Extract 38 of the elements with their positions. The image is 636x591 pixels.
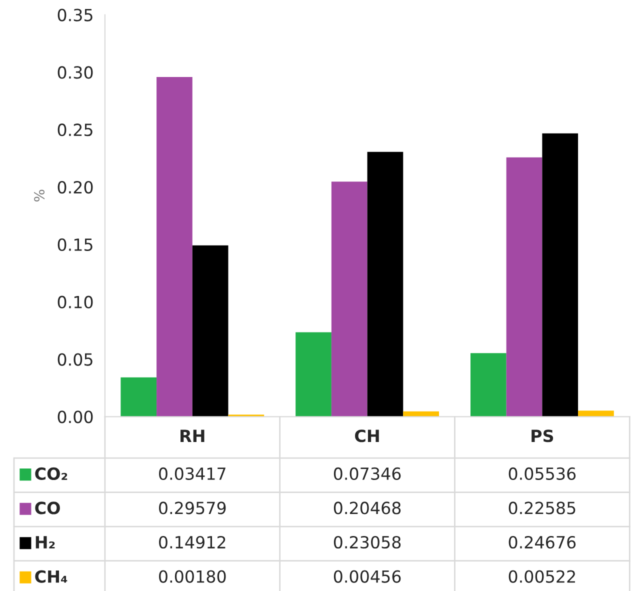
y-tick-label: 0.00	[58, 410, 93, 424]
data-label: 0.29579	[159, 502, 226, 514]
data-label: 0.14912	[159, 536, 226, 549]
x-tick-label: CH	[355, 430, 379, 442]
data-label: 0.23058	[334, 536, 401, 549]
data-label: 0.05536	[508, 467, 576, 480]
y-axis-title: %	[34, 190, 45, 202]
bar	[120, 377, 157, 417]
y-tick-label: 0.05	[58, 353, 92, 366]
legend-label: CO₂	[35, 467, 68, 480]
y-tick-label: 0.20	[58, 180, 93, 194]
bar	[156, 77, 192, 417]
y-tick-label: 0.25	[58, 124, 92, 136]
bar	[192, 245, 228, 417]
bar	[506, 157, 542, 417]
data-label: 0.00180	[159, 570, 226, 583]
legend-label: CH₄	[35, 570, 68, 583]
data-label: 0.07346	[334, 467, 401, 480]
data-label: 0.00522	[508, 570, 575, 583]
x-tick-label: RH	[180, 430, 204, 442]
data-label: 0.24676	[508, 536, 576, 549]
legend-label: CO	[35, 502, 60, 514]
legend-label: H₂	[36, 536, 55, 548]
bar	[578, 410, 614, 417]
y-tick-label: 0.30	[58, 66, 93, 79]
data-label: 0.22585	[508, 502, 576, 514]
bar	[296, 332, 332, 417]
data-label: 0.03417	[159, 467, 226, 480]
data-label: 0.20468	[334, 502, 401, 514]
y-tick-label: 0.15	[58, 238, 92, 251]
bar	[331, 182, 368, 417]
y-tick-label: 0.10	[58, 296, 93, 308]
y-tick-label: 0.35	[58, 8, 92, 22]
bar	[367, 152, 404, 417]
data-label: 0.00456	[334, 570, 401, 583]
bar	[542, 133, 578, 417]
x-tick-label: PS	[532, 430, 554, 442]
bar	[470, 353, 506, 417]
